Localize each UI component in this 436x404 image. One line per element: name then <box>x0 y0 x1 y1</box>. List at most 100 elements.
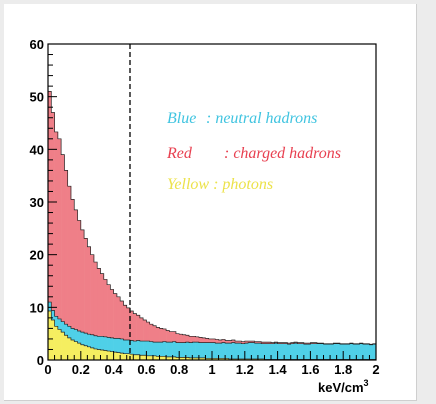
bar <box>166 356 170 360</box>
bar <box>336 343 341 360</box>
bar <box>366 344 370 360</box>
x-tick-label: 1 <box>208 362 215 377</box>
bar <box>156 342 160 357</box>
bar <box>274 342 278 344</box>
bar <box>192 336 196 343</box>
bar <box>267 342 272 344</box>
bar <box>48 91 52 303</box>
x-tick-label: 1.8 <box>334 362 352 377</box>
series-3-bars <box>48 91 377 345</box>
bar <box>90 334 95 348</box>
y-tick-label: 20 <box>30 248 44 263</box>
bar <box>313 343 318 360</box>
bar <box>156 327 160 343</box>
series-2-outline <box>48 301 376 346</box>
legend-label-blue: Blue <box>167 110 196 127</box>
bar <box>166 330 170 343</box>
x-tick-label: 1.2 <box>236 362 254 377</box>
bar <box>126 307 131 340</box>
bar <box>330 344 334 360</box>
bar <box>143 319 147 342</box>
bar <box>51 310 55 320</box>
bar <box>212 358 216 360</box>
bar <box>97 349 101 360</box>
bar <box>284 342 288 344</box>
bar <box>294 343 298 360</box>
bar <box>244 341 249 344</box>
x-tick-label: 1.4 <box>269 362 288 377</box>
series-3-outline <box>48 91 376 345</box>
bar <box>313 342 318 344</box>
bar <box>218 339 223 344</box>
x-tick-label: 0.4 <box>105 362 124 377</box>
x-tick-label: 0.8 <box>170 362 188 377</box>
bar <box>221 339 226 343</box>
bar <box>303 343 308 345</box>
bar <box>300 343 305 360</box>
bar <box>74 341 78 360</box>
bar <box>202 357 206 360</box>
bar <box>162 356 167 360</box>
bar <box>159 342 164 357</box>
bar <box>51 319 55 360</box>
bar <box>208 338 213 343</box>
bar <box>244 343 249 359</box>
bar <box>123 305 128 340</box>
x-axis-title: keV/cm3 <box>318 378 369 395</box>
y-tick-label: 10 <box>30 300 44 315</box>
bar <box>169 331 173 343</box>
bar <box>264 342 269 344</box>
series-2-bars <box>48 302 377 360</box>
bar <box>159 356 164 360</box>
bar <box>87 334 91 347</box>
y-tick-label: 40 <box>30 142 44 157</box>
bar <box>113 293 118 339</box>
bar <box>120 301 124 339</box>
legend-entry-red: Red: charged hadrons <box>166 145 341 162</box>
bar <box>113 352 118 360</box>
bar <box>225 343 229 359</box>
bar <box>67 326 72 338</box>
x-tick-label: 0.6 <box>137 362 155 377</box>
bar <box>84 238 88 334</box>
bar <box>93 348 98 360</box>
bar <box>149 324 154 342</box>
bar <box>205 342 210 359</box>
bar <box>349 343 354 360</box>
bar <box>195 336 200 343</box>
bar <box>205 358 210 360</box>
bar <box>339 344 344 360</box>
bar <box>218 343 223 359</box>
bar <box>130 354 134 360</box>
bar <box>326 344 331 360</box>
y-tick-label: 30 <box>30 195 44 210</box>
bar <box>218 358 223 360</box>
bar <box>310 343 314 360</box>
bar <box>162 341 167 357</box>
bar <box>346 344 351 360</box>
bar <box>77 343 82 360</box>
bar <box>54 316 59 327</box>
bar <box>139 341 144 356</box>
bar <box>123 353 128 360</box>
bar <box>297 343 301 360</box>
bar <box>310 342 314 344</box>
legend-entry-blue: Blue: neutral hadrons <box>167 110 317 127</box>
bar <box>192 342 196 358</box>
bar <box>248 341 252 343</box>
bar <box>175 333 180 343</box>
bar <box>323 344 328 360</box>
bar <box>152 325 157 343</box>
bar <box>54 131 59 317</box>
bar <box>133 354 137 360</box>
bar <box>67 186 72 327</box>
bar <box>103 279 108 337</box>
bar <box>238 341 242 344</box>
bar <box>87 346 91 360</box>
bar <box>307 344 311 360</box>
bar <box>143 341 147 356</box>
bar <box>277 342 282 344</box>
bar <box>307 343 311 345</box>
bar <box>179 357 183 360</box>
bar <box>54 326 59 360</box>
